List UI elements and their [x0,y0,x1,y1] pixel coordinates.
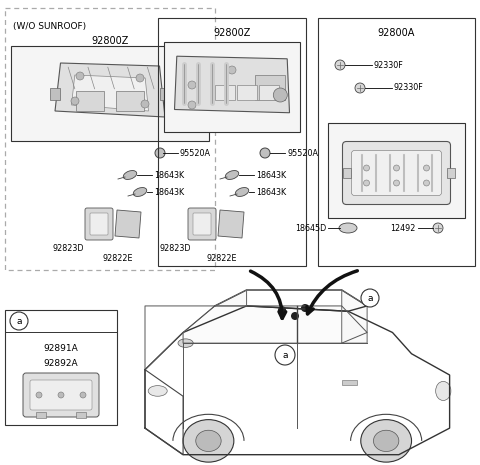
Text: 92823D: 92823D [52,244,84,252]
Bar [328,123,465,218]
Text: 92800A: 92800A [378,28,415,38]
Ellipse shape [196,430,221,452]
Text: 95520A: 95520A [180,148,211,158]
Polygon shape [72,75,148,111]
Polygon shape [115,210,141,238]
Circle shape [394,165,399,171]
Text: 18643K: 18643K [256,171,286,179]
Bar [318,18,475,266]
Circle shape [76,72,84,80]
Circle shape [361,289,379,307]
Text: 92823D: 92823D [159,244,191,252]
FancyBboxPatch shape [193,213,211,235]
Text: 92800Z: 92800Z [213,28,251,38]
Text: a: a [367,293,373,303]
Text: 95520A: 95520A [287,148,318,158]
Text: 92892A: 92892A [44,359,78,368]
Bar [342,380,357,385]
Text: 18643K: 18643K [154,187,184,197]
Circle shape [228,66,236,74]
Text: 92330F: 92330F [394,84,424,93]
Polygon shape [55,63,165,117]
Bar [11,46,209,141]
Ellipse shape [123,171,137,179]
Text: a: a [16,317,22,326]
Bar [160,88,170,100]
Circle shape [301,304,309,312]
Text: 92330F: 92330F [374,60,404,69]
Bar [164,42,300,132]
Bar [36,412,46,418]
Bar [5,310,117,425]
Circle shape [260,148,270,158]
Ellipse shape [235,187,249,196]
Bar [50,88,60,100]
Circle shape [71,97,79,105]
Circle shape [188,81,196,89]
Circle shape [273,88,288,102]
Circle shape [188,101,196,109]
Circle shape [291,312,299,320]
Bar [215,85,235,100]
FancyBboxPatch shape [351,151,442,195]
FancyBboxPatch shape [188,208,216,240]
FancyBboxPatch shape [85,208,113,240]
Bar [446,168,455,178]
Polygon shape [215,290,247,306]
FancyBboxPatch shape [90,213,108,235]
FancyBboxPatch shape [30,380,92,410]
Ellipse shape [225,171,239,179]
Polygon shape [342,290,367,343]
Circle shape [155,148,165,158]
Circle shape [394,180,399,186]
Ellipse shape [148,385,167,396]
Bar [116,91,144,111]
Circle shape [136,74,144,82]
Ellipse shape [133,187,147,196]
Circle shape [363,180,370,186]
Circle shape [141,100,149,108]
Ellipse shape [339,223,357,233]
FancyBboxPatch shape [23,373,99,417]
Circle shape [423,165,430,171]
Text: 92822E: 92822E [207,253,237,263]
Polygon shape [183,306,367,343]
Polygon shape [218,210,244,238]
FancyBboxPatch shape [343,141,451,205]
Circle shape [355,83,365,93]
Ellipse shape [183,419,234,462]
Ellipse shape [361,419,411,462]
Text: 18643K: 18643K [154,171,184,179]
Ellipse shape [178,339,193,347]
Circle shape [10,312,28,330]
Circle shape [58,392,64,398]
Circle shape [275,345,295,365]
Circle shape [433,223,443,233]
Bar [343,168,350,178]
Bar [5,8,215,270]
Bar [237,85,257,100]
Circle shape [80,392,86,398]
Text: 12492: 12492 [391,224,416,232]
Circle shape [335,60,345,70]
Bar [76,91,104,111]
Text: 92822E: 92822E [103,253,133,263]
Polygon shape [175,56,289,113]
Text: 18645D: 18645D [295,224,326,232]
Text: 18643K: 18643K [256,187,286,197]
Text: a: a [282,351,288,359]
Ellipse shape [373,430,399,452]
Circle shape [423,180,430,186]
Bar [259,85,279,100]
Bar [76,412,86,418]
Text: (W/O SUNROOF): (W/O SUNROOF) [13,22,86,31]
Circle shape [363,165,370,171]
Bar [255,75,285,100]
Text: 92891A: 92891A [44,344,78,353]
Bar [158,18,306,266]
Text: 92800Z: 92800Z [91,36,129,46]
Ellipse shape [436,381,451,400]
Circle shape [36,392,42,398]
Circle shape [278,306,286,314]
